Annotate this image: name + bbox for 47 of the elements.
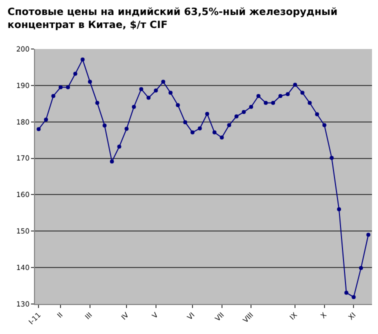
point — [344, 290, 348, 295]
point — [330, 156, 334, 160]
point — [234, 114, 238, 118]
point — [198, 126, 202, 130]
point — [205, 112, 210, 116]
point — [337, 207, 342, 212]
point — [212, 130, 216, 134]
point — [161, 80, 166, 84]
point — [322, 123, 326, 128]
point — [352, 295, 356, 300]
chart-title: Спотовые цены на индийский 63,5%-ный железорудный концентрат в Китае, $/т CIF — [8, 7, 338, 32]
point — [146, 96, 151, 100]
point — [73, 72, 78, 76]
point — [139, 87, 144, 92]
point — [300, 90, 304, 95]
point — [66, 85, 70, 90]
point — [88, 80, 92, 84]
point — [110, 160, 114, 164]
point — [220, 136, 224, 140]
point — [308, 100, 312, 105]
point — [242, 110, 246, 114]
point — [278, 94, 282, 98]
point — [366, 232, 370, 237]
point — [132, 104, 136, 109]
point — [36, 127, 41, 132]
point — [264, 100, 268, 105]
point — [293, 82, 298, 87]
point — [183, 120, 188, 124]
point — [256, 94, 260, 98]
point — [176, 103, 180, 108]
point — [286, 92, 290, 96]
point — [154, 88, 158, 93]
point — [227, 123, 232, 128]
point — [359, 266, 364, 270]
point — [168, 90, 173, 95]
point — [249, 104, 254, 109]
point — [51, 94, 56, 98]
point — [190, 130, 195, 134]
point — [58, 85, 63, 90]
point — [80, 58, 85, 62]
point — [271, 100, 276, 105]
point — [44, 118, 48, 122]
point — [102, 124, 107, 128]
point — [315, 112, 320, 116]
point — [124, 126, 129, 131]
point — [117, 144, 122, 149]
point — [95, 100, 100, 105]
